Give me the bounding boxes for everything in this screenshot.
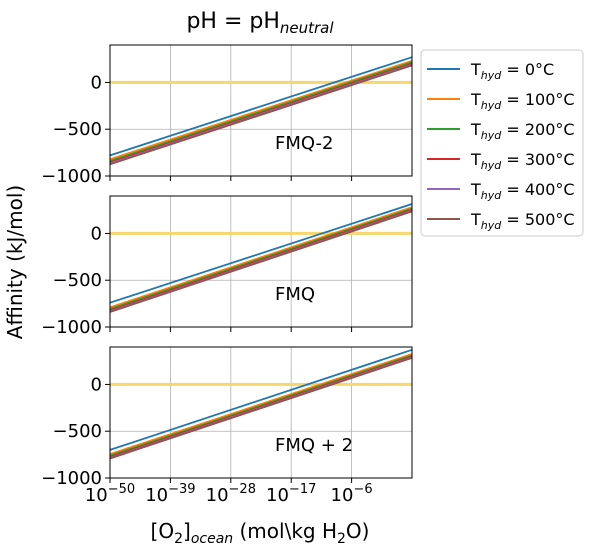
y-tick-label: 0 bbox=[91, 223, 102, 244]
plot-frame bbox=[109, 346, 413, 479]
panels: 0−500−1000FMQ-20−500−1000FMQ0−500−100010… bbox=[41, 44, 413, 506]
plot-frame bbox=[109, 195, 413, 328]
panel-2: 0 −500 −1000 FMQ bbox=[41, 195, 413, 338]
legend-label: Thyd = 500°C bbox=[470, 210, 575, 232]
x-axis-label: [O2]ocean (mol\kg H2O) bbox=[151, 519, 370, 547]
series-line bbox=[109, 357, 413, 460]
series-line bbox=[109, 62, 413, 164]
series-line bbox=[109, 207, 413, 310]
y-tick-label: −500 bbox=[53, 119, 102, 140]
y-tick-label: −500 bbox=[53, 421, 102, 442]
y-tick-label: −500 bbox=[53, 270, 102, 291]
series-line bbox=[109, 64, 413, 166]
x-tick-label: 10−28 bbox=[206, 482, 256, 506]
series-line bbox=[109, 56, 413, 157]
x-tick-label: 10−50 bbox=[85, 482, 135, 506]
y-tick-label: −1000 bbox=[41, 317, 102, 338]
legend: Thyd = 0°C Thyd = 100°C Thyd = 200°C Thyd =… bbox=[420, 49, 584, 237]
legend-label: Thyd = 400°C bbox=[470, 180, 575, 202]
y-tick-label: −1000 bbox=[41, 166, 102, 187]
panel-annotation: FMQ-2 bbox=[275, 133, 334, 154]
legend-label: Thyd = 100°C bbox=[470, 90, 575, 112]
series-line bbox=[109, 354, 413, 457]
series-line bbox=[109, 353, 413, 455]
series-group bbox=[109, 203, 413, 313]
x-tick-label: 10−6 bbox=[331, 482, 373, 506]
series-line bbox=[109, 60, 413, 161]
x-tick-label: 10−17 bbox=[266, 482, 316, 506]
series-line bbox=[109, 203, 413, 304]
y-tick-label: −1000 bbox=[41, 468, 102, 489]
figure-title: pH = pHneutral bbox=[186, 9, 334, 37]
series-line bbox=[109, 348, 413, 451]
panel-1: 0 −500 −1000 FMQ-2 bbox=[41, 44, 413, 187]
series-line bbox=[109, 208, 413, 312]
y-axis-label: Affinity (kJ/mol) bbox=[3, 185, 27, 339]
legend-box bbox=[420, 49, 584, 237]
y-tick-label: 0 bbox=[91, 374, 102, 395]
y-tick-label: 0 bbox=[91, 72, 102, 93]
x-tick-label: 10−39 bbox=[145, 482, 195, 506]
series-group bbox=[109, 348, 413, 460]
plot-frame bbox=[109, 44, 413, 177]
legend-label: Thyd = 200°C bbox=[470, 120, 575, 142]
series-line bbox=[109, 61, 413, 162]
series-line bbox=[109, 206, 413, 309]
series-group bbox=[109, 56, 413, 166]
panel-annotation: FMQ bbox=[275, 284, 315, 305]
series-line bbox=[109, 210, 413, 313]
legend-label: Thyd = 0°C bbox=[470, 60, 554, 82]
legend-label: Thyd = 300°C bbox=[470, 150, 575, 172]
panel-annotation: FMQ + 2 bbox=[275, 435, 353, 456]
